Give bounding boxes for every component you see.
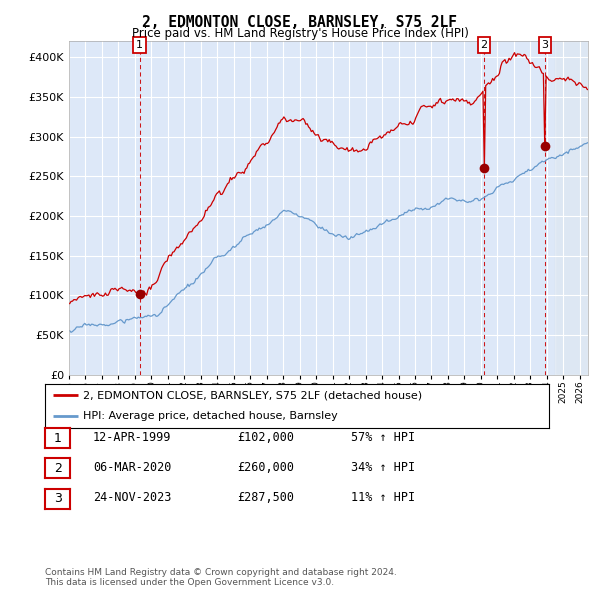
Text: £102,000: £102,000 (237, 431, 294, 444)
Text: 2: 2 (481, 40, 487, 50)
Text: Price paid vs. HM Land Registry's House Price Index (HPI): Price paid vs. HM Land Registry's House … (131, 27, 469, 40)
Text: £260,000: £260,000 (237, 461, 294, 474)
Text: 24-NOV-2023: 24-NOV-2023 (93, 491, 172, 504)
Text: 1: 1 (53, 432, 62, 445)
Text: £287,500: £287,500 (237, 491, 294, 504)
Text: Contains HM Land Registry data © Crown copyright and database right 2024.
This d: Contains HM Land Registry data © Crown c… (45, 568, 397, 587)
Text: HPI: Average price, detached house, Barnsley: HPI: Average price, detached house, Barn… (83, 411, 338, 421)
Text: 3: 3 (542, 40, 548, 50)
Text: 57% ↑ HPI: 57% ↑ HPI (351, 431, 415, 444)
Text: 12-APR-1999: 12-APR-1999 (93, 431, 172, 444)
Text: 34% ↑ HPI: 34% ↑ HPI (351, 461, 415, 474)
Text: 06-MAR-2020: 06-MAR-2020 (93, 461, 172, 474)
Text: 2, EDMONTON CLOSE, BARNSLEY, S75 2LF (detached house): 2, EDMONTON CLOSE, BARNSLEY, S75 2LF (de… (83, 391, 422, 401)
Text: 3: 3 (53, 492, 62, 505)
Text: 2: 2 (53, 462, 62, 475)
Text: 2, EDMONTON CLOSE, BARNSLEY, S75 2LF: 2, EDMONTON CLOSE, BARNSLEY, S75 2LF (143, 15, 458, 30)
Text: 1: 1 (136, 40, 143, 50)
Text: 11% ↑ HPI: 11% ↑ HPI (351, 491, 415, 504)
